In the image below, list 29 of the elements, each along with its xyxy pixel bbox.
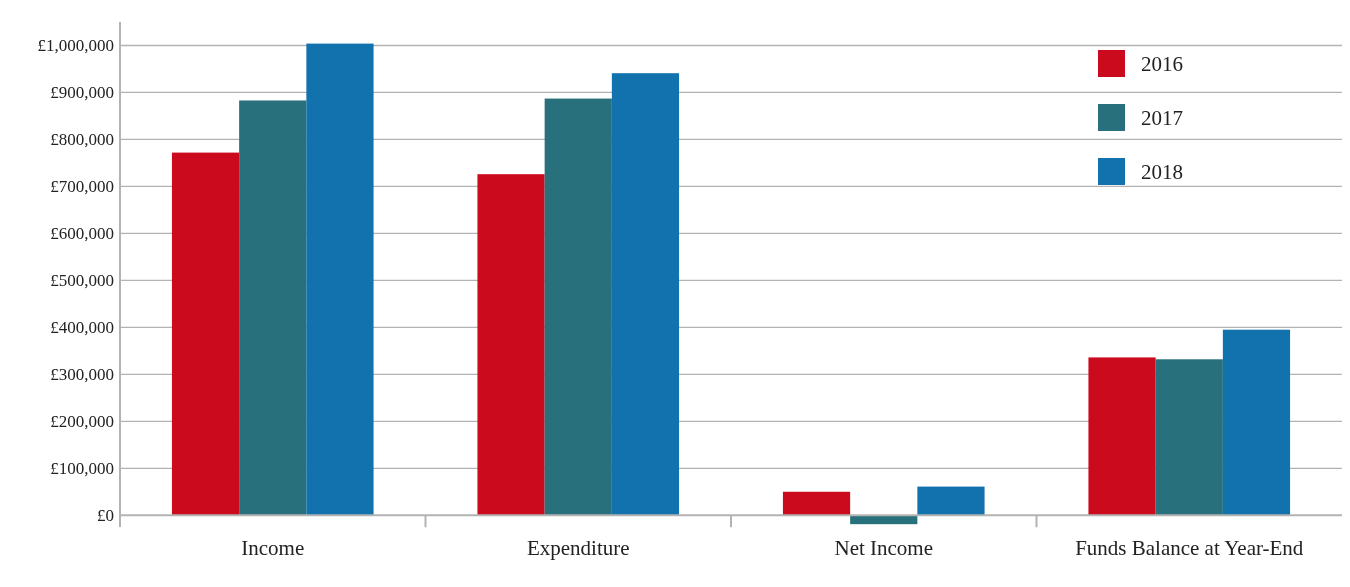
- y-tick-label: £0: [97, 506, 114, 526]
- bar: [782, 491, 851, 516]
- bar: [611, 73, 680, 516]
- legend-label: 2018: [1141, 160, 1183, 185]
- y-tick-label: £600,000: [50, 224, 114, 244]
- y-tick-label: £900,000: [50, 83, 114, 103]
- bar: [1222, 329, 1291, 516]
- y-tick-label: £700,000: [50, 177, 114, 197]
- legend-label: 2017: [1141, 106, 1183, 131]
- y-tick-label: £800,000: [50, 130, 114, 150]
- bar: [1088, 357, 1156, 516]
- x-tick-label: Funds Balance at Year-End: [1075, 536, 1304, 561]
- y-tick-label: £200,000: [50, 412, 114, 432]
- legend-label: 2016: [1141, 52, 1183, 77]
- y-tick-label: £500,000: [50, 271, 114, 291]
- y-tick-label: £100,000: [50, 459, 114, 479]
- x-tick-label: Net Income: [834, 536, 934, 561]
- bar: [477, 174, 545, 516]
- bar: [306, 43, 374, 516]
- y-tick-label: £1,000,000: [37, 36, 114, 56]
- bar: [1155, 359, 1223, 516]
- bar: [544, 98, 612, 516]
- y-tick-label: £300,000: [50, 365, 114, 385]
- y-tick-label: £400,000: [50, 318, 114, 338]
- x-tick-label: Income: [241, 536, 305, 561]
- bar: [239, 100, 307, 516]
- x-tick-label: Expenditure: [526, 536, 630, 561]
- bar: [171, 152, 240, 516]
- bar: [917, 486, 985, 516]
